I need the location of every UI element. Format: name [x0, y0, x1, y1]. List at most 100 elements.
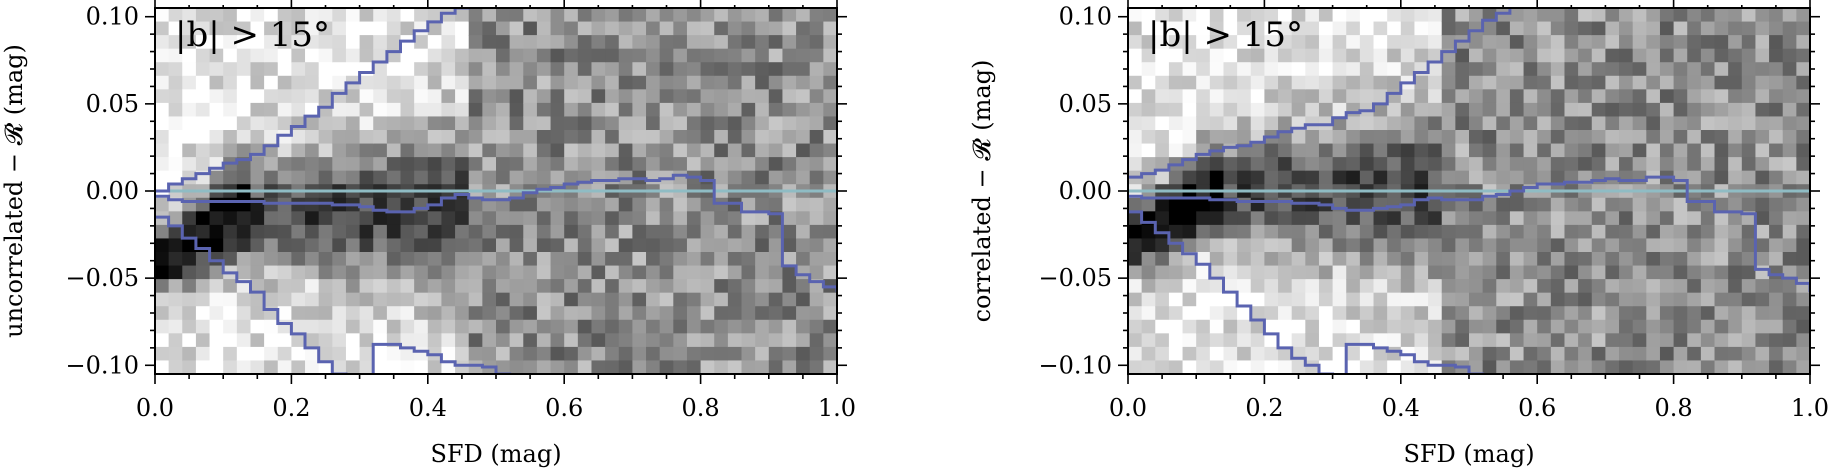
heatmap-cell — [1223, 238, 1238, 253]
heatmap-cell — [1469, 143, 1484, 158]
heatmap-cell — [1796, 130, 1811, 145]
heatmap-cell — [605, 333, 620, 348]
heatmap-cell — [195, 265, 211, 280]
heatmap-cell — [1278, 279, 1293, 294]
heatmap-cell — [577, 211, 593, 226]
heatmap-cell — [1619, 130, 1634, 145]
heatmap-cell — [1687, 360, 1702, 375]
heatmap-cell — [646, 157, 661, 172]
heatmap-cell — [359, 211, 374, 226]
heatmap-cell — [823, 265, 838, 280]
heatmap-cell — [1728, 130, 1743, 145]
heatmap-cell — [1632, 238, 1647, 253]
heatmap-cell — [1359, 8, 1375, 23]
heatmap-cell — [755, 89, 770, 104]
heatmap-cell — [427, 224, 443, 240]
heatmap-cell — [1509, 157, 1525, 172]
heatmap-cell — [809, 157, 824, 172]
heatmap-cell — [1141, 143, 1156, 158]
heatmap-cell — [1223, 102, 1238, 118]
heatmap-cell — [550, 224, 565, 240]
heatmap-cell — [564, 21, 579, 36]
heatmap-cell — [1223, 252, 1238, 267]
heatmap-cell — [536, 333, 552, 348]
heatmap-cell — [1223, 89, 1238, 104]
heatmap-cell — [1482, 360, 1497, 375]
heatmap-cell — [1223, 360, 1238, 375]
heatmap-cell — [236, 238, 252, 253]
heatmap-cell — [168, 8, 183, 23]
heatmap-cell — [195, 116, 211, 131]
heatmap-cell — [1496, 157, 1511, 172]
heatmap-cell — [1346, 21, 1361, 36]
heatmap-cell — [1673, 224, 1688, 240]
heatmap-cell — [618, 197, 633, 212]
heatmap-cell — [782, 157, 797, 172]
heatmap-cell — [1741, 8, 1757, 23]
heatmap-cell — [727, 8, 743, 23]
heatmap-cell — [414, 21, 429, 36]
heatmap-cell — [1714, 130, 1729, 145]
heatmap-cell — [1291, 75, 1306, 90]
heatmap-cell — [1605, 319, 1620, 334]
heatmap-cell — [809, 62, 824, 77]
heatmap-cell — [250, 292, 265, 307]
heatmap-cell — [632, 102, 647, 118]
heatmap-cell — [1141, 89, 1156, 104]
heatmap-cell — [1564, 360, 1579, 375]
heatmap-cell — [577, 279, 593, 294]
heatmap-cell — [1714, 21, 1729, 36]
heatmap-cell — [264, 224, 279, 240]
heatmap-cell — [250, 130, 265, 145]
heatmap-cell — [646, 75, 661, 90]
heatmap-cell — [1564, 21, 1579, 36]
heatmap-cell — [1523, 102, 1538, 118]
heatmap-cell — [1196, 319, 1211, 334]
heatmap-cell — [1441, 238, 1456, 253]
heatmap-cell — [1523, 170, 1538, 185]
heatmap-cell — [1714, 224, 1729, 240]
heatmap-cell — [414, 211, 429, 226]
heatmap-cell — [1782, 252, 1797, 267]
heatmap-cell — [1537, 130, 1552, 145]
heatmap-cell — [686, 360, 702, 375]
heatmap-cell — [1128, 360, 1143, 375]
heatmap-cell — [809, 333, 824, 348]
heatmap-cell — [400, 252, 415, 267]
heatmap-cell — [414, 346, 429, 362]
heatmap-cell — [550, 211, 565, 226]
heatmap-cell — [577, 292, 593, 307]
heatmap-cell — [1646, 238, 1661, 253]
heatmap-cell — [1414, 75, 1429, 90]
heatmap-cell — [686, 8, 702, 23]
heatmap-cell — [223, 89, 238, 104]
heatmap-cell — [605, 102, 620, 118]
heatmap-cell — [359, 170, 374, 185]
heatmap-cell — [782, 252, 797, 267]
heatmap-cell — [496, 75, 511, 90]
heatmap-cell — [1578, 360, 1593, 375]
heatmap-cell — [427, 292, 443, 307]
heatmap-cell — [646, 306, 661, 321]
heatmap-cell — [1564, 102, 1579, 118]
heatmap-cell — [1537, 102, 1552, 118]
heatmap-cell — [591, 292, 606, 307]
heatmap-cell — [809, 102, 824, 118]
heatmap-cell — [605, 89, 620, 104]
heatmap-cell — [1659, 157, 1675, 172]
heatmap-cell — [209, 130, 224, 145]
heatmap-cell — [782, 238, 797, 253]
heatmap-cell — [591, 116, 606, 131]
heatmap-cell — [1387, 48, 1402, 63]
heatmap-cell — [1332, 62, 1347, 77]
heatmap-cell — [1482, 170, 1497, 185]
heatmap-cell — [1264, 116, 1279, 131]
heatmap-cell — [823, 346, 838, 362]
heatmap-cell — [1278, 265, 1293, 280]
heatmap-cell — [550, 75, 565, 90]
heatmap-cell — [755, 360, 770, 375]
heatmap-cell — [264, 75, 279, 90]
heatmap-cell — [223, 211, 238, 226]
x-tick-label: 1.0 — [818, 394, 856, 422]
heatmap-cell — [1209, 346, 1225, 362]
